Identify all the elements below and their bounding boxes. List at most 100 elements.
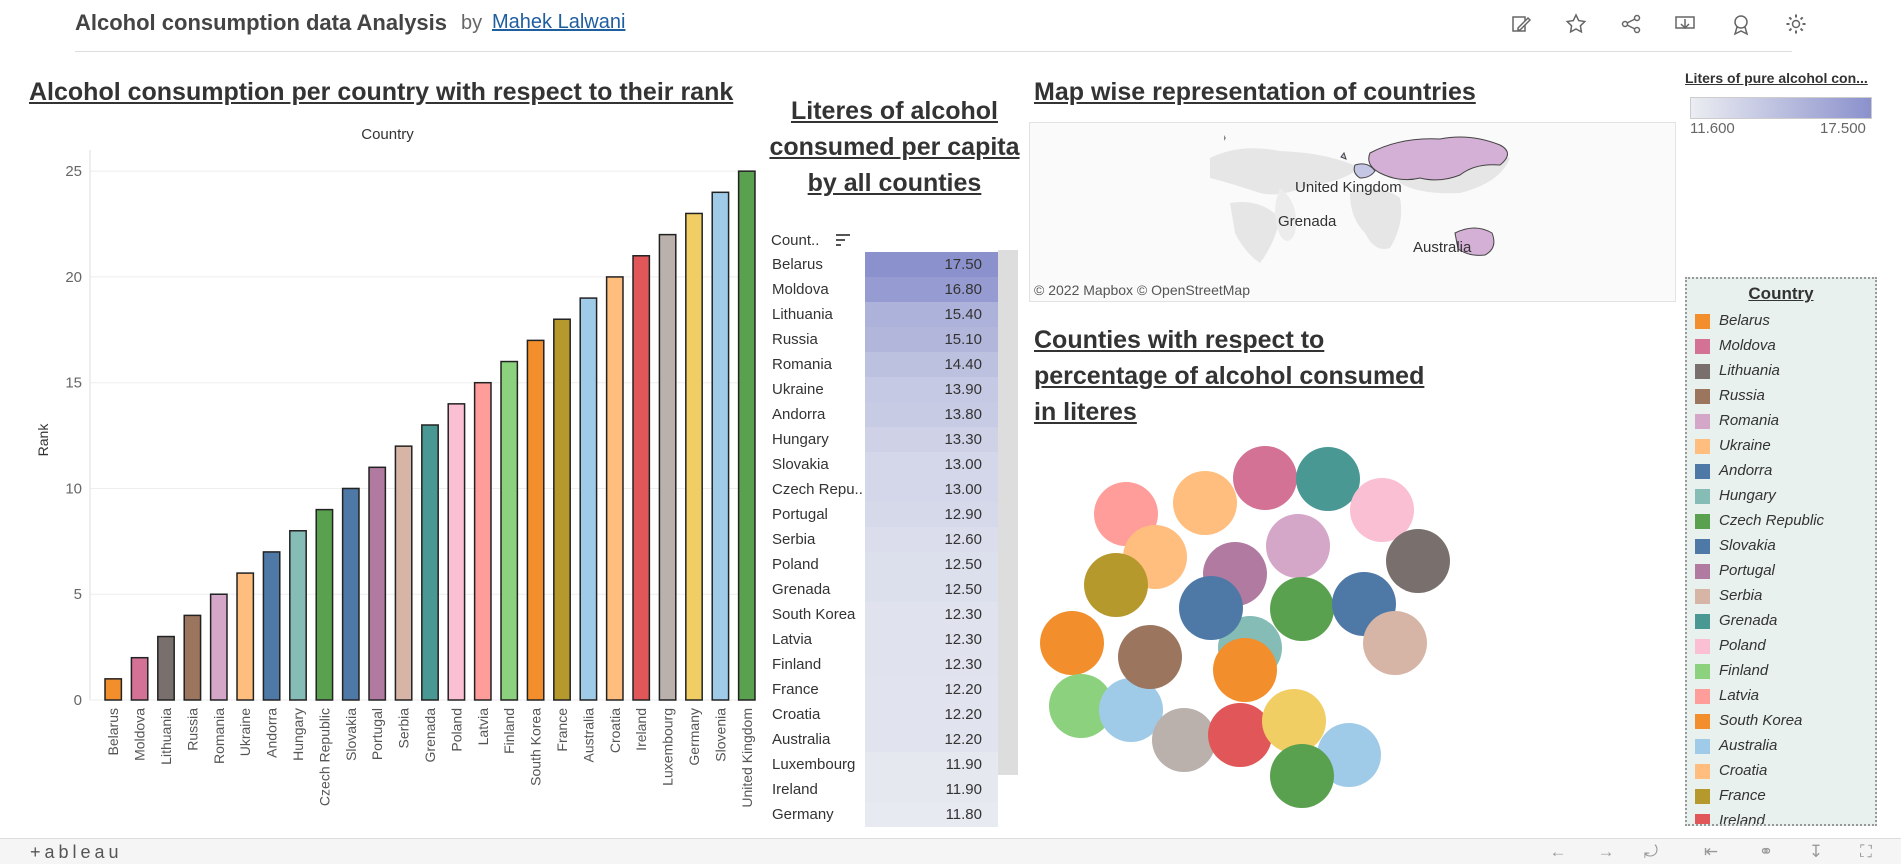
revert-icon[interactable]: ⤾: [1643, 842, 1659, 861]
value-cell: 11.90: [865, 752, 998, 777]
legend-label: France: [1719, 787, 1766, 804]
revert-all-icon[interactable]: ⇤: [1703, 842, 1719, 861]
x-tick-label: Portugal: [369, 708, 385, 760]
value-cell: 12.20: [865, 702, 998, 727]
fullscreen-icon[interactable]: ⛶: [1860, 842, 1872, 861]
bubble: [1208, 703, 1272, 767]
country-cell: Ukraine: [772, 381, 824, 398]
legend-item[interactable]: Belarus: [1695, 312, 1770, 332]
table-row[interactable]: Germany 11.80: [768, 802, 1018, 827]
x-tick-label: Croatia: [607, 708, 623, 753]
share-icon[interactable]: ⚭: [1758, 842, 1774, 861]
legend-label: Belarus: [1719, 312, 1770, 329]
author-link[interactable]: Mahek Lalwani: [492, 11, 626, 33]
bar: [368, 466, 387, 701]
table-row[interactable]: France 12.20: [768, 677, 1018, 702]
x-tick-label: Romania: [211, 708, 227, 764]
table-row[interactable]: Finland 12.30: [768, 652, 1018, 677]
legend-item[interactable]: Czech Republic: [1695, 512, 1824, 532]
table-row[interactable]: Poland 12.50: [768, 552, 1018, 577]
country-legend[interactable]: Country Belarus Moldova Lithuania Russia Rom…: [1685, 277, 1877, 826]
table-row[interactable]: Ireland 11.90: [768, 777, 1018, 802]
bubble: [1363, 611, 1427, 675]
legend-item[interactable]: Serbia: [1695, 587, 1762, 607]
bar: [737, 170, 756, 701]
value-cell: 15.40: [865, 302, 998, 327]
download-icon[interactable]: ↧: [1808, 842, 1824, 861]
share-icon[interactable]: [1619, 12, 1643, 36]
country-cell: Russia: [772, 331, 818, 348]
table-row[interactable]: Latvia 12.30: [768, 627, 1018, 652]
table-row[interactable]: Lithuania 15.40: [768, 302, 1018, 327]
x-tick-label: Lithuania: [158, 708, 174, 765]
table-row[interactable]: Belarus 17.50: [768, 252, 1018, 277]
edit-icon[interactable]: [1509, 12, 1533, 36]
table-row[interactable]: Serbia 12.60: [768, 527, 1018, 552]
legend-item[interactable]: Finland: [1695, 662, 1768, 682]
table-row[interactable]: Australia 12.20: [768, 727, 1018, 752]
table-row[interactable]: Slovakia 13.00: [768, 452, 1018, 477]
legend-item[interactable]: Croatia: [1695, 762, 1767, 782]
y-tick-label: 10: [65, 480, 82, 497]
bar: [104, 678, 123, 701]
bar: [685, 212, 703, 701]
table-row[interactable]: Moldova 16.80: [768, 277, 1018, 302]
bar: [526, 339, 545, 701]
sort-icon[interactable]: [835, 233, 850, 250]
legend-item[interactable]: Lithuania: [1695, 362, 1780, 382]
legend-label: Croatia: [1719, 762, 1768, 779]
legend-item[interactable]: France: [1695, 787, 1766, 807]
bubble: [1266, 514, 1330, 578]
tableau-logo[interactable]: +ableau: [30, 842, 123, 862]
table-row[interactable]: Portugal 12.90: [768, 502, 1018, 527]
legend-item[interactable]: Portugal: [1695, 562, 1775, 582]
metrics-icon[interactable]: [1729, 12, 1753, 36]
table-row[interactable]: Andorra 13.80: [768, 402, 1018, 427]
bubble: [1296, 447, 1360, 511]
table-row[interactable]: Grenada 12.50: [768, 577, 1018, 602]
table-row[interactable]: Czech Repu.. 13.00: [768, 477, 1018, 502]
legend-swatch: [1695, 563, 1710, 579]
settings-gear-icon[interactable]: [1784, 12, 1808, 36]
table-row[interactable]: Russia 15.10: [768, 327, 1018, 352]
country-cell: Belarus: [772, 256, 823, 273]
table-row[interactable]: Romania 14.40: [768, 352, 1018, 377]
legend-item[interactable]: Hungary: [1695, 487, 1776, 507]
value-cell: 13.80: [865, 402, 998, 427]
legend-label: Romania: [1719, 412, 1780, 429]
table-column-header[interactable]: Count..: [771, 232, 850, 250]
legend-item[interactable]: Ukraine: [1695, 437, 1771, 457]
bar: [157, 635, 175, 701]
table-row[interactable]: South Korea 12.30: [768, 602, 1018, 627]
x-tick-label: Grenada: [422, 708, 438, 763]
country-cell: Andorra: [772, 406, 826, 423]
legend-item[interactable]: Latvia: [1695, 687, 1759, 707]
legend-item[interactable]: Australia: [1695, 737, 1777, 757]
rank-bar-chart: Country Rank 0 5 10 15 20 25 Belarus Moldova Lithu…: [35, 126, 756, 808]
legend-item[interactable]: Grenada: [1695, 612, 1777, 632]
download-icon[interactable]: [1673, 12, 1697, 36]
table-row[interactable]: Ukraine 13.90: [768, 377, 1018, 402]
table-row[interactable]: Luxembourg 11.90: [768, 752, 1018, 777]
legend-item[interactable]: Slovakia: [1695, 537, 1776, 557]
legend-item[interactable]: Moldova: [1695, 337, 1776, 357]
bubble: [1213, 638, 1277, 702]
table-row[interactable]: Croatia 12.20: [768, 702, 1018, 727]
world-map[interactable]: United Kingdom Grenada Australia © 2022 …: [1029, 122, 1676, 302]
redo-icon[interactable]: →: [1597, 842, 1615, 861]
favorite-star-icon[interactable]: [1564, 12, 1588, 36]
y-tick-label: 25: [65, 163, 82, 180]
x-tick-label: Poland: [448, 708, 464, 752]
legend-item[interactable]: Ireland: [1695, 812, 1765, 824]
legend-label: South Korea: [1719, 712, 1803, 729]
table-scrollbar[interactable]: [998, 250, 1018, 775]
legend-item[interactable]: Poland: [1695, 637, 1766, 657]
map-label: Grenada: [1278, 213, 1337, 230]
table-row[interactable]: Hungary 13.30: [768, 427, 1018, 452]
legend-item[interactable]: Romania: [1695, 412, 1779, 432]
legend-item[interactable]: Russia: [1695, 387, 1765, 407]
x-tick-label: Belarus: [105, 708, 121, 755]
legend-item[interactable]: South Korea: [1695, 712, 1802, 732]
undo-icon[interactable]: ←: [1549, 842, 1567, 861]
legend-item[interactable]: Andorra: [1695, 462, 1772, 482]
